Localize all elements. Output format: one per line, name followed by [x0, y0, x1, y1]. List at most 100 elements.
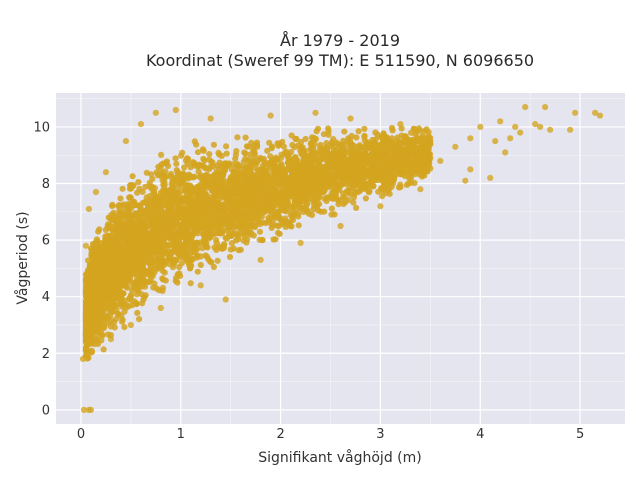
data-point: [267, 153, 274, 160]
data-point: [268, 224, 275, 231]
data-point: [301, 171, 308, 178]
data-point: [308, 140, 315, 147]
data-point: [277, 205, 284, 212]
data-point: [120, 258, 127, 265]
data-point: [139, 188, 146, 195]
data-point: [83, 335, 90, 342]
data-point: [115, 276, 122, 283]
data-point: [182, 255, 189, 262]
data-point: [210, 263, 217, 271]
data-point: [201, 216, 208, 223]
data-point: [264, 147, 271, 154]
data-point: [303, 202, 310, 209]
data-point: [394, 134, 401, 141]
data-point: [220, 244, 227, 252]
data-point: [124, 284, 131, 291]
data-point: [256, 166, 263, 173]
data-point: [308, 152, 315, 159]
data-point: [111, 319, 118, 326]
data-point: [168, 170, 175, 178]
data-point: [213, 237, 220, 244]
data-point: [353, 204, 360, 211]
data-point: [283, 202, 290, 209]
data-point: [362, 195, 369, 202]
data-point: [285, 154, 292, 161]
data-point: [156, 171, 163, 178]
data-point: [298, 197, 305, 204]
data-point: [178, 260, 185, 267]
data-point: [141, 283, 149, 290]
data-point: [266, 160, 273, 167]
data-point: [291, 154, 299, 161]
data-point: [112, 229, 119, 236]
data-point: [304, 190, 311, 198]
data-point: [105, 331, 112, 338]
data-point: [234, 161, 241, 168]
data-point: [143, 209, 150, 216]
data-point: [213, 246, 220, 253]
data-point: [278, 154, 285, 162]
data-point: [289, 216, 297, 224]
data-point: [262, 167, 269, 175]
data-point: [114, 310, 121, 317]
data-point: [129, 261, 136, 268]
data-point: [206, 151, 213, 158]
data-point: [361, 125, 368, 132]
data-point: [355, 177, 362, 184]
data-point: [410, 125, 418, 133]
data-point: [113, 235, 120, 242]
data-point: [339, 148, 346, 155]
data-point: [169, 242, 176, 249]
data-point: [184, 197, 191, 204]
data-point: [189, 212, 196, 219]
data-point: [412, 147, 419, 154]
data-point: [296, 176, 303, 183]
data-point: [201, 209, 208, 216]
data-point: [168, 197, 175, 204]
data-point: [336, 161, 343, 168]
data-point: [96, 226, 103, 233]
data-point: [276, 140, 283, 147]
data-point: [242, 150, 249, 157]
data-point: [156, 219, 163, 226]
data-point: [353, 134, 360, 141]
data-point: [151, 280, 158, 287]
data-point: [288, 208, 295, 215]
data-point: [361, 132, 368, 139]
data-point: [355, 128, 362, 135]
data-point: [238, 206, 245, 213]
data-point: [403, 141, 410, 148]
data-point: [139, 224, 146, 231]
data-point: [163, 158, 170, 165]
data-point: [232, 155, 239, 162]
data-point: [122, 220, 129, 227]
data-point: [253, 180, 261, 187]
data-point: [140, 296, 147, 303]
data-point: [425, 129, 432, 136]
data-point: [315, 166, 322, 173]
data-point: [328, 139, 335, 146]
data-point: [191, 138, 198, 145]
data-point: [196, 161, 203, 168]
data-point: [121, 324, 128, 331]
data-point: [159, 276, 167, 283]
data-point: [248, 222, 255, 230]
data-point: [351, 190, 358, 197]
data-point: [308, 195, 315, 202]
data-point: [242, 169, 249, 176]
data-point: [275, 213, 282, 220]
data-point: [302, 135, 309, 143]
data-point: [325, 131, 332, 138]
data-point: [249, 146, 257, 153]
data-point: [135, 202, 142, 209]
data-point: [84, 269, 91, 276]
data-point: [128, 291, 135, 298]
data-point: [203, 243, 210, 250]
data-point: [134, 189, 141, 196]
data-point: [328, 205, 335, 212]
data-point: [333, 139, 340, 146]
data-point: [161, 183, 168, 190]
data-point: [159, 177, 166, 184]
data-point: [134, 309, 141, 316]
data-point: [134, 262, 141, 269]
